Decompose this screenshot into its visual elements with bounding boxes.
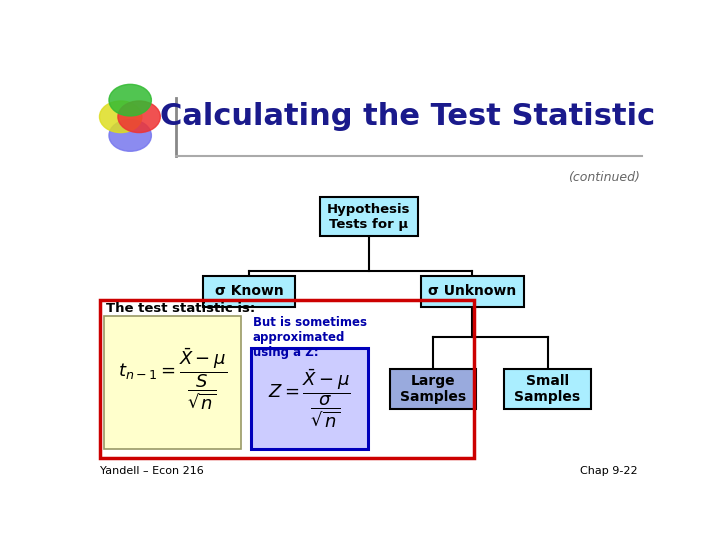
FancyBboxPatch shape xyxy=(251,348,368,449)
Text: Large
Samples: Large Samples xyxy=(400,374,467,404)
Text: Hypothesis
Tests for μ: Hypothesis Tests for μ xyxy=(328,202,410,231)
Circle shape xyxy=(118,101,161,133)
Text: But is sometimes
approximated
using a Z:: But is sometimes approximated using a Z: xyxy=(253,316,367,359)
Text: Calculating the Test Statistic: Calculating the Test Statistic xyxy=(161,102,656,131)
Circle shape xyxy=(109,84,151,116)
FancyBboxPatch shape xyxy=(203,276,295,307)
FancyBboxPatch shape xyxy=(420,276,524,307)
Text: $t_{n-1} = \dfrac{\bar{X} - \mu}{\dfrac{S}{\sqrt{n}}}$: $t_{n-1} = \dfrac{\bar{X} - \mu}{\dfrac{… xyxy=(118,347,227,411)
FancyBboxPatch shape xyxy=(504,369,591,409)
Circle shape xyxy=(99,101,142,133)
Text: (continued): (continued) xyxy=(568,171,639,184)
Text: σ Known: σ Known xyxy=(215,285,284,299)
Text: $Z = \dfrac{\bar{X} - \mu}{\dfrac{\sigma}{\sqrt{n}}}$: $Z = \dfrac{\bar{X} - \mu}{\dfrac{\sigma… xyxy=(268,368,351,429)
Text: Small
Samples: Small Samples xyxy=(515,374,580,404)
Text: Yandell – Econ 216: Yandell – Econ 216 xyxy=(100,467,204,476)
Text: Chap 9-22: Chap 9-22 xyxy=(580,467,638,476)
Text: The test statistic is:: The test statistic is: xyxy=(106,301,255,314)
Text: σ Unknown: σ Unknown xyxy=(428,285,516,299)
FancyBboxPatch shape xyxy=(320,197,418,237)
FancyBboxPatch shape xyxy=(104,316,240,449)
FancyBboxPatch shape xyxy=(390,369,477,409)
Circle shape xyxy=(109,120,151,151)
